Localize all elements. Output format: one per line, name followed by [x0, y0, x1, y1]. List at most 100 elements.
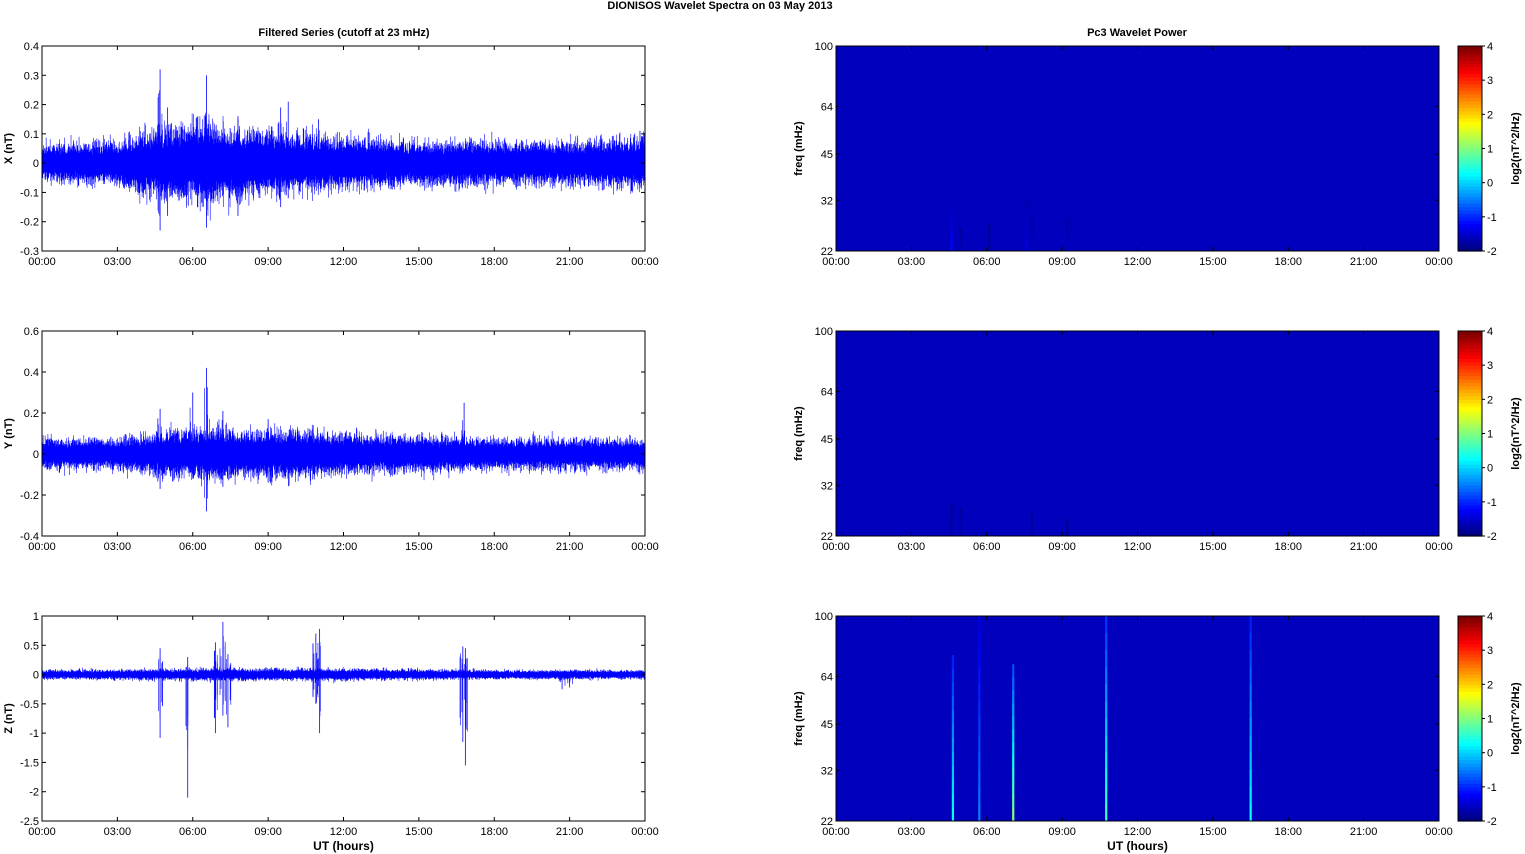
colorbar-segment [1458, 721, 1482, 726]
y-tick-label: 100 [815, 41, 833, 53]
colorbar-segment [1458, 674, 1482, 679]
y-tick-label: 0 [33, 670, 39, 682]
spectrogram-burst [959, 517, 962, 521]
spectrogram-burst [950, 508, 953, 513]
colorbar-segment [1458, 505, 1482, 510]
colorbar-segment [1458, 532, 1482, 537]
spectrogram-burst [959, 241, 962, 244]
y-tick-label: -0.2 [20, 490, 39, 502]
colorbar-segment [1458, 361, 1482, 366]
spectrogram-burst [950, 234, 953, 239]
spectrogram-burst [978, 803, 981, 822]
y-tick-label: 32 [821, 195, 833, 207]
spectrogram-burst [1249, 769, 1252, 788]
colorbar-segment [1458, 745, 1482, 750]
colorbar-tick-label: -1 [1487, 782, 1497, 794]
colorbar-segment [1458, 233, 1482, 238]
x-tick-label: 18:00 [480, 541, 508, 553]
colorbar-segment [1458, 151, 1482, 156]
colorbar-segment [1458, 419, 1482, 424]
colorbar-segment [1458, 694, 1482, 699]
colorbar-segment [1458, 372, 1482, 377]
colorbar-segment [1458, 247, 1482, 252]
spectrogram-burst [950, 530, 953, 534]
y-axis-label: freq (mHz) [793, 121, 805, 176]
y-tick-label: 0.6 [24, 326, 39, 338]
colorbar-tick-label: 4 [1487, 326, 1493, 338]
spectrogram-burst [959, 519, 962, 523]
colorbar-segment [1458, 199, 1482, 204]
x-tick-label: 12:00 [1124, 256, 1152, 268]
spectrogram-burst [959, 529, 962, 532]
y-tick-label: 45 [821, 434, 833, 446]
colorbar-segment [1458, 49, 1482, 54]
spectrogram-burst [1249, 735, 1252, 754]
spectrogram-burst [959, 232, 962, 235]
spectrogram-burst [1249, 803, 1252, 822]
spectrogram-burst [1025, 200, 1029, 205]
spectrogram-burst [1105, 650, 1108, 668]
spectrogram-burst [1066, 226, 1069, 230]
x-tick-label: 00:00 [1425, 541, 1453, 553]
x-tick-label: 00:00 [28, 826, 56, 838]
spectrogram-burst [950, 527, 953, 532]
spectrogram-burst [1249, 718, 1252, 737]
spectrogram-burst [988, 237, 991, 240]
colorbar-segment [1458, 447, 1482, 452]
spectrogram-burst [959, 249, 962, 252]
colorbar-segment [1458, 128, 1482, 133]
colorbar-segment [1458, 474, 1482, 479]
spectrogram-burst [1012, 677, 1015, 691]
y-tick-label: 100 [815, 326, 833, 338]
colorbar-segment [1458, 667, 1482, 672]
spectrogram-burst [1030, 226, 1034, 230]
colorbar-segment [1458, 196, 1482, 201]
colorbar-segment [1458, 704, 1482, 709]
colorbar-segment [1458, 450, 1482, 455]
colorbar-segment [1458, 56, 1482, 61]
colorbar-segment [1458, 213, 1482, 218]
y-tick-label: 64 [821, 386, 833, 398]
spectrogram-burst [950, 525, 953, 529]
spectrogram-burst [951, 710, 955, 725]
y-tick-label: 0 [33, 449, 39, 461]
y-tick-label: 1 [33, 611, 39, 623]
colorbar-segment [1458, 457, 1482, 462]
axes-frame [835, 615, 1440, 822]
spectrogram-background [836, 46, 1439, 251]
spectrogram-burst [1066, 245, 1069, 249]
x-tick-label: 06:00 [973, 541, 1001, 553]
x-tick-label: 15:00 [405, 826, 433, 838]
spectrogram-burst [1030, 234, 1034, 238]
spectrogram-burst [1066, 527, 1069, 530]
y-tick-label: 64 [821, 671, 833, 683]
colorbar-segment [1458, 508, 1482, 513]
colorbar-segment [1458, 670, 1482, 675]
y-tick-label: 22 [821, 816, 833, 828]
colorbar-segment [1458, 687, 1482, 692]
colorbar-segment [1458, 426, 1482, 431]
colorbar-tick-label: 3 [1487, 75, 1493, 87]
colorbar-segment [1458, 629, 1482, 634]
colorbar-tick-label: 1 [1487, 144, 1493, 156]
colorbar-segment [1458, 773, 1482, 778]
x-tick-label: 06:00 [973, 256, 1001, 268]
colorbar-segment [1458, 203, 1482, 208]
spectrogram-burst [1066, 531, 1069, 534]
spectrogram-burst [1030, 519, 1034, 522]
colorbar-segment [1458, 145, 1482, 150]
colorbar: -2 -1 0 1 2 3 4 log2(nT^2/Hz) [1457, 326, 1522, 543]
spectrogram-burst [950, 225, 953, 231]
right-column-title: Pc3 Wavelet Power [1087, 27, 1188, 39]
colorbar-tick-label: 2 [1487, 679, 1493, 691]
spectrogram-burst [1105, 735, 1108, 754]
spectrogram-burst [959, 237, 962, 241]
axes-frame [41, 45, 646, 252]
spectrogram-burst [988, 225, 991, 229]
spectrogram-burst [1105, 667, 1108, 685]
spectrogram-burst [978, 633, 981, 651]
colorbar-segment [1458, 433, 1482, 438]
spectrogram-burst [1249, 786, 1252, 805]
spectrogram-burst [959, 235, 962, 239]
colorbar-tick-label: 4 [1487, 611, 1493, 623]
